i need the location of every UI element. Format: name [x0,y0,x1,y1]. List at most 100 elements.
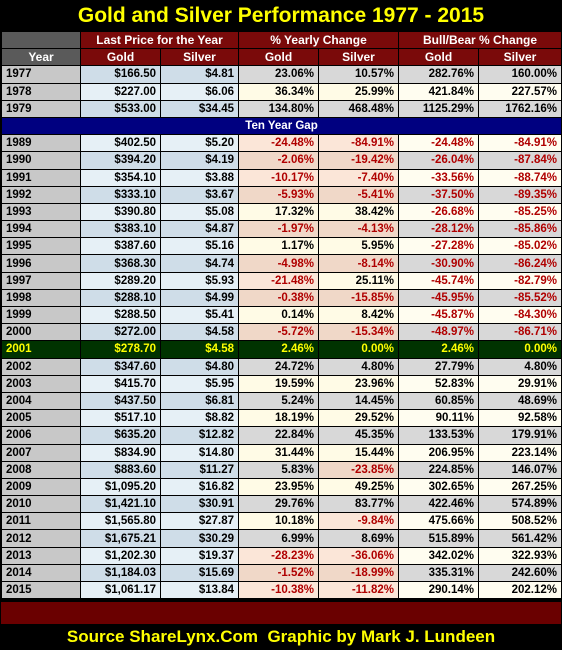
value-cell: 27.79% [398,357,480,376]
value-cell: 206.95% [398,443,480,462]
value-cell: 1125.29% [398,99,480,118]
value-cell: 23.95% [238,477,320,497]
data-row: 2002 $347.60 $4.80 24.72% 4.80% 27.79% 4.80% [1,357,562,376]
data-row: 1979 $533.00 $34.45 134.80% 468.48% 1125.29% 1… [1,99,562,118]
value-cell: 52.83% [398,374,480,393]
year-cell: 1990 [1,151,81,170]
value-cell: -26.68% [398,202,480,222]
data-row: 2004 $437.50 $6.81 5.24% 14.45% 60.85% 48.69% [1,391,562,411]
value-cell: 134.80% [238,99,320,118]
value-cell: $6.81 [159,391,240,411]
value-cell: -24.48% [238,134,320,153]
value-cell: 202.12% [478,580,562,600]
value-cell: -45.87% [398,305,480,325]
value-cell: 29.52% [318,409,400,428]
value-cell: 0.00% [318,340,400,359]
value-cell: 160.00% [478,65,562,84]
data-row: 2013 $1,202.30 $19.37 -28.23% -36.06% 342.02%… [1,546,562,565]
value-cell: -27.28% [398,237,480,256]
value-cell: $4.99 [159,288,240,308]
year-cell: 1991 [1,168,81,187]
group-header: % Yearly Change [238,30,400,50]
value-cell: 10.18% [238,512,320,531]
value-cell: $354.10 [80,168,161,187]
value-cell: $5.16 [159,237,240,256]
data-row: 1977 $166.50 $4.81 23.06% 10.57% 282.76% 160.0… [1,65,562,84]
value-cell: -85.86% [478,220,562,239]
year-cell: 1989 [1,134,81,153]
data-row: 1992 $333.10 $3.67 -5.93% -5.41% -37.50% -89.3… [1,185,562,204]
value-cell: 335.31% [398,563,480,583]
value-cell: -18.99% [318,563,400,583]
gap-label: Ten Year Gap [0,116,562,136]
table: Last Price for the Year% Yearly Change Bu… [0,30,562,600]
year-cell: 1998 [1,288,81,308]
value-cell: $4.19 [159,151,240,170]
value-cell: 468.48% [318,99,400,118]
value-cell: -30.90% [398,254,480,273]
column-header: Gold [80,48,161,67]
value-cell: $390.80 [80,202,161,222]
value-cell: 224.85% [398,460,480,479]
value-cell: 8.42% [318,305,400,325]
value-cell: $383.10 [80,220,161,239]
value-cell: $16.82 [159,477,240,497]
value-cell: -19.42% [318,151,400,170]
value-cell: $834.90 [80,443,161,462]
column-header: Gold [238,48,320,67]
value-cell: $289.20 [80,271,161,290]
value-cell: 322.93% [478,546,562,565]
value-cell: -23.85% [318,460,400,479]
value-cell: 2.46% [238,340,320,359]
data-row: 2007 $834.90 $14.80 31.44% 15.44% 206.95% 223.… [1,443,562,462]
data-row: 1998 $288.10 $4.99 -0.38% -15.85% -45.95% -85.… [1,288,562,308]
value-cell: 6.99% [238,529,320,548]
value-cell: 422.46% [398,495,480,514]
value-cell: 48.69% [478,391,562,411]
data-row: 2010 $1,421.10 $30.91 29.76% 83.77% 422.46% 57… [1,495,562,514]
value-cell: 60.85% [398,391,480,411]
value-cell: 508.52% [478,512,562,531]
value-cell: 267.25% [478,477,562,497]
value-cell: $387.60 [80,237,161,256]
value-cell: -11.82% [318,580,400,600]
value-cell: -87.84% [478,151,562,170]
value-cell: $4.58 [159,323,240,342]
value-cell: $14.80 [159,443,240,462]
value-cell: 302.65% [398,477,480,497]
value-cell: -36.06% [318,546,400,565]
value-cell: $288.10 [80,288,161,308]
value-cell: 574.89% [478,495,562,514]
value-cell: 2.46% [398,340,480,359]
value-cell: $3.88 [159,168,240,187]
data-row: 2009 $1,095.20 $16.82 23.95% 49.25% 302.65% 26… [1,477,562,497]
value-cell: 15.44% [318,443,400,462]
value-cell: -8.14% [318,254,400,273]
column-header: Gold [398,48,480,67]
value-cell: $635.20 [80,426,161,445]
value-cell: -4.98% [238,254,320,273]
value-cell: 10.57% [318,65,400,84]
value-cell: 282.76% [398,65,480,84]
value-cell: $5.41 [159,305,240,325]
data-row: 2006 $635.20 $12.82 22.84% 45.35% 133.53% 179.… [1,426,562,445]
value-cell: 22.84% [238,426,320,445]
column-header-row: Year Gold Silver Gold Silver Gold Silver [1,48,562,67]
value-cell: $415.70 [80,374,161,393]
value-cell: 18.19% [238,409,320,428]
year-cell: 2000 [1,323,81,342]
value-cell: $8.82 [159,409,240,428]
value-cell: $6.06 [159,82,240,101]
value-cell: $437.50 [80,391,161,411]
year-cell: 2008 [1,460,81,479]
group-header: Last Price for the Year [79,30,240,50]
value-cell: 23.06% [238,65,320,84]
year-cell: 2013 [1,546,81,565]
value-cell: 45.35% [318,426,400,445]
value-cell: $27.87 [159,512,240,531]
data-row: 1997 $289.20 $5.93 -21.48% 25.11% -45.74% -82.… [1,271,562,290]
value-cell: -15.85% [318,288,400,308]
gap-row: Ten Year Gap [0,116,562,136]
year-cell: 1977 [1,65,81,84]
